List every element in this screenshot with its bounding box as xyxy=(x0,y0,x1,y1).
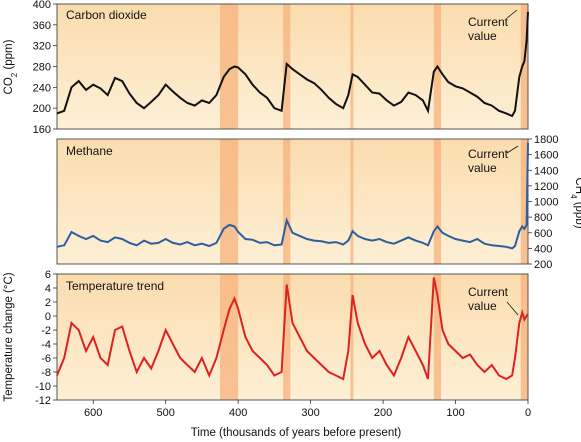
y-tick-label: 320 xyxy=(33,41,51,53)
y-tick-label: -2 xyxy=(41,325,51,337)
y-tick-label: 1800 xyxy=(534,134,558,146)
co2-y-axis-label: CO2 (ppm) xyxy=(3,39,19,94)
y-tick-label: 240 xyxy=(33,82,51,94)
methane-annotation-line2: value xyxy=(468,161,497,175)
interglacial-highlight-band xyxy=(433,139,442,264)
co2-panel-title: Carbon dioxide xyxy=(66,8,147,22)
y-tick-label: 4 xyxy=(45,283,51,295)
temperature-annotation-line1: Current xyxy=(468,285,509,299)
co2-series-line xyxy=(56,11,529,118)
temperature-panel-title: Temperature trend xyxy=(66,279,164,293)
interglacial-highlight-band xyxy=(220,4,239,129)
y-tick-label: 160 xyxy=(33,124,51,136)
x-tick-label: 200 xyxy=(374,407,392,419)
interglacial-highlight-band xyxy=(220,139,239,264)
y-tick-label: -10 xyxy=(35,381,51,393)
y-tick-label: 200 xyxy=(534,259,552,271)
y-tick-label: 1200 xyxy=(534,181,558,193)
y-tick-label: 400 xyxy=(534,243,552,255)
x-axis: 600 500 400 300 200 100 0 Time (thousands of y… xyxy=(84,400,531,439)
methane-series-line xyxy=(56,142,529,250)
y-tick-label: -6 xyxy=(41,353,51,365)
co2-annotation-line2: value xyxy=(468,29,497,43)
y-tick-label: 6 xyxy=(45,269,51,281)
x-tick-label: 100 xyxy=(446,407,464,419)
y-tick-label: 0 xyxy=(45,311,51,323)
y-tick-label: 200 xyxy=(33,103,51,115)
interglacial-highlight-band xyxy=(520,4,528,129)
interglacial-highlight-band xyxy=(283,274,291,400)
x-tick-label: 300 xyxy=(301,407,319,419)
y-tick-label: 360 xyxy=(33,20,51,32)
interglacial-highlight-band xyxy=(350,139,354,264)
interglacial-highlight-band xyxy=(283,139,291,264)
x-tick-label: 500 xyxy=(157,407,175,419)
temperature-annotation-line2: value xyxy=(468,299,497,313)
interglacial-highlight-band xyxy=(220,274,239,400)
x-tick-label: 0 xyxy=(525,407,531,419)
interglacial-highlight-band xyxy=(433,274,442,400)
temperature-y-axis-label: Temperature change (°C) xyxy=(3,272,15,401)
methane-panel: 200 400 600 800 1000 1200 1400 1600 1800 Methane… xyxy=(56,134,581,271)
interglacial-highlight-band xyxy=(350,274,354,400)
y-tick-label: 800 xyxy=(534,212,552,224)
temperature-panel-background xyxy=(57,274,528,400)
y-tick-label: 1600 xyxy=(534,150,558,162)
interglacial-highlight-band xyxy=(520,274,528,400)
methane-annotation-leader xyxy=(506,145,519,154)
y-tick-label: 2 xyxy=(45,297,51,309)
y-tick-label: 600 xyxy=(534,228,552,240)
interglacial-highlight-band xyxy=(520,139,528,264)
co2-panel-background xyxy=(57,4,528,129)
co2-annotation-line1: Current xyxy=(468,15,509,29)
temperature-series-line xyxy=(56,277,529,381)
y-tick-label: -8 xyxy=(41,367,51,379)
y-tick-label: 400 xyxy=(33,0,51,11)
co2-panel: 160 200 240 280 320 360 400 Carbon dioxide Cur… xyxy=(3,0,529,136)
methane-y-axis-label: CH4 (ppb) xyxy=(570,177,581,228)
methane-panel-background xyxy=(57,139,528,264)
temperature-annotation-leader xyxy=(506,301,519,316)
methane-panel-title: Methane xyxy=(66,144,113,158)
interglacial-highlight-band xyxy=(350,4,354,129)
y-tick-label: -4 xyxy=(41,339,51,351)
methane-annotation-line1: Current xyxy=(468,147,509,161)
x-tick-label: 400 xyxy=(229,407,247,419)
x-axis-label: Time (thousands of years before present) xyxy=(191,427,402,439)
temperature-panel: -12 -10 -8 -6 -4 -2 0 2 4 6 Temperature trend Cur… xyxy=(3,269,529,407)
y-tick-label: 280 xyxy=(33,62,51,74)
temperature-panel-frame xyxy=(56,273,529,401)
x-tick-label: 600 xyxy=(84,407,102,419)
y-tick-label: 1000 xyxy=(534,197,558,209)
co2-annotation-leader xyxy=(506,9,518,19)
y-tick-label: -12 xyxy=(35,395,51,407)
y-tick-label: 1400 xyxy=(534,165,558,177)
